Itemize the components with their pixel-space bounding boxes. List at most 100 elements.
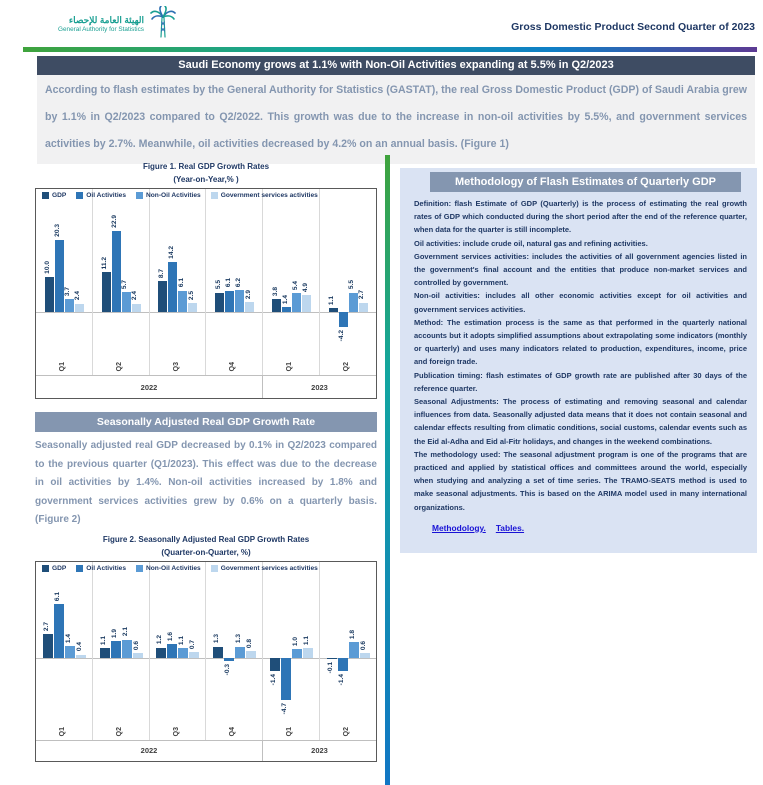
quarter-group: 3.8 1.4 5.4 4.9 Q1 <box>263 189 321 375</box>
legend-label: GDP <box>52 564 67 572</box>
legend-item: Non-Oil Activities <box>136 192 201 199</box>
bar-value-label: 1.4 <box>281 295 289 305</box>
left-column: Figure 1. Real GDP Growth Rates (Year-on… <box>35 160 377 762</box>
year-label: 2022 <box>140 382 158 392</box>
bar-non-oil-activities <box>348 642 359 659</box>
bar-gdp <box>99 648 110 659</box>
quarter-label: Q3 <box>172 726 180 736</box>
bar-non-oil-activities <box>121 639 132 659</box>
bar-government-services-activities <box>132 652 143 659</box>
methodology-paragraph: Definition: flash Estimate of GDP (Quart… <box>414 199 747 235</box>
bar-government-services-activities <box>245 301 255 313</box>
bar-gdp <box>158 281 168 313</box>
methodology-panel: Methodology of Flash Estimates of Quarte… <box>400 168 757 553</box>
oil-activities-swatch <box>76 192 84 199</box>
methodology-paragraph: The methodology used: The seasonal adjus… <box>414 449 747 512</box>
chart-legend: GDP Oil Activities Non-Oil Activities Gover… <box>42 564 375 572</box>
bar-oil-activities <box>224 658 235 661</box>
methodology-paragraph: Seasonal Adjustments: The process of est… <box>414 397 747 446</box>
bar-gdp <box>44 276 54 313</box>
bar-oil-activities <box>281 658 292 700</box>
bar-oil-activities <box>282 307 292 313</box>
bar-gdp <box>326 658 337 660</box>
bar-value-label: 5.5 <box>348 280 356 290</box>
bar-government-services-activities <box>74 303 84 313</box>
bar-non-oil-activities <box>121 291 131 313</box>
figure1-subtitle: (Year-on-Year,% ) <box>173 175 239 184</box>
bar-value-label: 1.1 <box>328 296 336 306</box>
chart-plot-area: 10.0 20.3 3.7 2.4 Q1 11.2 22.9 5.7 2.4 Q2 8.7 14.2 6… <box>36 189 376 375</box>
legend-item: Oil Activities <box>76 564 126 572</box>
section2-paragraph: Seasonally adjusted real GDP decreased b… <box>35 440 377 526</box>
quarter-label: Q1 <box>58 361 66 371</box>
bar-value-label: -0.3 <box>224 663 232 676</box>
non-oil-activities-swatch <box>136 564 143 572</box>
chart-plot-area: 2.7 6.1 1.4 0.4 Q1 1.1 1.9 2.1 0.6 Q2 1.2 1.6 1.1 0.7… <box>36 561 376 740</box>
bar-value-label: -4.7 <box>281 702 289 715</box>
methodology-paragraph: Method: The estimation process is the sa… <box>414 317 747 367</box>
government-services-activities-swatch <box>210 192 218 199</box>
bar-government-services-activities <box>188 303 198 313</box>
bar-non-oil-activities <box>235 646 246 659</box>
palm-tree-icon <box>150 5 176 43</box>
bar-value-label: 1.2 <box>156 635 164 645</box>
bar-oil-activities <box>225 290 235 313</box>
bar-value-label: 2.4 <box>74 291 82 301</box>
bar-value-label: 2.5 <box>187 291 195 301</box>
quarter-group: 2.7 6.1 1.4 0.4 Q1 <box>36 561 93 740</box>
bar-value-label: 1.1 <box>303 636 311 646</box>
bar-value-label: 2.9 <box>244 289 252 299</box>
figure2-subtitle: (Quarter-on-Quarter, %) <box>161 547 251 557</box>
legend-label: Government services activities <box>220 192 318 199</box>
non-oil-activities-swatch <box>136 192 143 199</box>
document-title: Gross Domestic Product Second Quarter of… <box>511 21 755 33</box>
bar-value-label: 22.9 <box>111 215 119 228</box>
headline-banner: Saudi Economy grows at 1.1% with Non-Oil… <box>37 56 755 75</box>
bar-value-label: 1.3 <box>213 634 221 644</box>
bar-value-label: 5.4 <box>291 280 299 290</box>
bar-value-label: 0.4 <box>75 642 83 652</box>
bar-government-services-activities <box>359 652 370 659</box>
bar-value-label: 0.8 <box>246 638 254 649</box>
government-services-activities-swatch <box>210 564 218 572</box>
bar-value-label: -1.4 <box>270 673 278 685</box>
bar-value-label: 2.7 <box>42 622 50 632</box>
methodology-link[interactable]: Methodology. <box>432 522 486 533</box>
legend-label: Non-Oil Activities <box>146 564 201 572</box>
bar-value-label: 0.7 <box>189 639 197 649</box>
bar-non-oil-activities <box>235 290 245 313</box>
bar-value-label: 2.7 <box>358 290 366 300</box>
quarter-group: 1.2 1.6 1.1 0.7 Q3 <box>150 561 207 740</box>
bar-value-label: 5.5 <box>214 280 222 290</box>
bar-oil-activities <box>53 603 64 659</box>
bar-gdp <box>215 292 225 313</box>
methodology-links: Methodology. Tables. <box>414 518 747 536</box>
bar-value-label: 8.7 <box>157 269 165 279</box>
bar-value-label: 6.2 <box>234 278 242 288</box>
quarter-group: 5.5 6.1 6.2 2.9 Q4 <box>206 189 264 375</box>
bar-government-services-activities <box>246 651 257 659</box>
legend-label: Non-Oil Activities <box>146 192 201 199</box>
gdp-swatch <box>42 564 49 572</box>
quarter-group: -1.4 -4.7 1.0 1.1 Q1 <box>263 561 321 740</box>
quarter-label: Q2 <box>115 726 123 736</box>
bar-gdp <box>270 658 281 671</box>
year-axis: 2022 2023 <box>36 739 376 761</box>
bar-non-oil-activities <box>348 292 358 313</box>
bar-value-label: 20.3 <box>54 224 62 238</box>
bar-non-oil-activities <box>178 648 189 659</box>
quarter-label: Q2 <box>115 361 123 371</box>
bar-value-label: 11.2 <box>101 256 109 270</box>
quarter-group: 8.7 14.2 6.1 2.5 Q3 <box>150 189 207 375</box>
quarter-label: Q1 <box>286 361 294 371</box>
figure1-caption: Figure 1. Real GDP Growth Rates <box>142 162 270 171</box>
bar-non-oil-activities <box>292 649 303 659</box>
bar-value-label: 2.1 <box>121 627 129 637</box>
bar-oil-activities <box>338 312 348 327</box>
intro-paragraph: According to flash estimates by the Gene… <box>37 75 755 164</box>
tables-link[interactable]: Tables. <box>495 522 525 533</box>
quarter-group: 1.1 -4.2 5.5 2.7 Q2 <box>320 189 376 375</box>
bar-value-label: 5.7 <box>121 279 129 289</box>
quarter-label: Q4 <box>229 361 237 371</box>
bar-non-oil-activities <box>292 292 302 313</box>
